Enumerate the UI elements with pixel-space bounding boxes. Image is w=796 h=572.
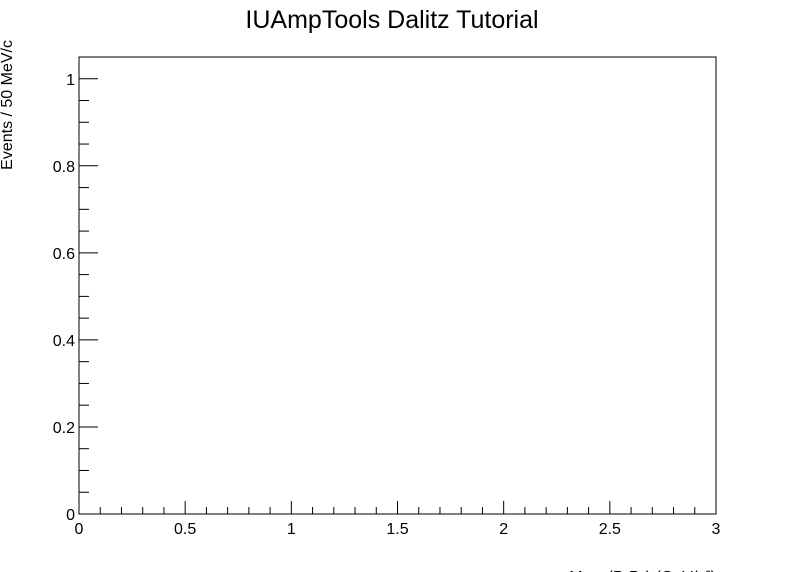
y-tick-label: 0.2 bbox=[53, 420, 75, 437]
x-tick-label: 0 bbox=[75, 521, 84, 538]
x-tick-label: 2.5 bbox=[599, 521, 621, 538]
y-tick-label: 0.8 bbox=[53, 159, 75, 176]
x-tick-label: 2 bbox=[499, 521, 508, 538]
x-axis-label: Mass(P₁P₂) (GeV/c²) bbox=[569, 569, 716, 572]
y-tick-label: 1 bbox=[66, 72, 75, 89]
y-axis-label: Events / 50 MeV/c bbox=[0, 40, 16, 170]
x-tick-label: 3 bbox=[712, 521, 721, 538]
y-tick-label: 0 bbox=[66, 507, 75, 524]
x-tick-label: 0.5 bbox=[174, 521, 196, 538]
x-tick-label: 1.5 bbox=[386, 521, 408, 538]
plot-frame bbox=[78, 56, 717, 515]
x-tick-label: 1 bbox=[287, 521, 296, 538]
chart-title: IUAmpTools Dalitz Tutorial bbox=[245, 6, 538, 34]
y-tick-label: 0.4 bbox=[53, 333, 75, 350]
y-tick-label: 0.6 bbox=[53, 246, 75, 263]
